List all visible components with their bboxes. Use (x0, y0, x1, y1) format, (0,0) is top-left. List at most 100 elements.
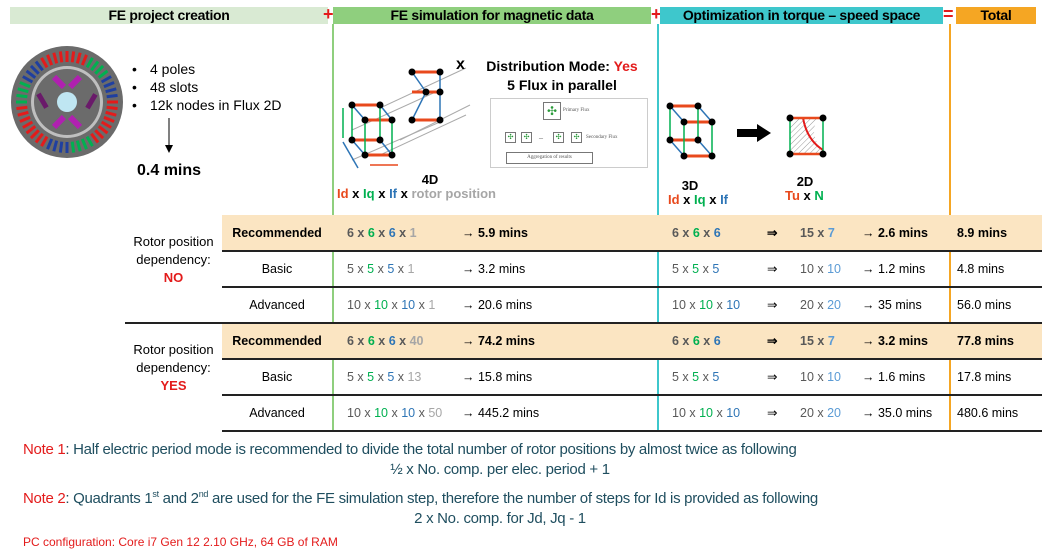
token: 20 (827, 298, 842, 312)
token: x (813, 406, 828, 420)
distribution-mode-value: Yes (613, 58, 638, 74)
table-row: Advanced 10 x 10 x 10 x 50 → 445.2 mins 10 … (222, 395, 1042, 431)
2d-label: 2D (796, 174, 814, 189)
group-label-text: Rotor position dependency: (133, 234, 214, 267)
token: 6 (347, 334, 354, 348)
token: 20 (800, 406, 814, 420)
secondary-flux-box: ✣ (553, 132, 564, 143)
token: 15 (800, 334, 814, 348)
token: 10 (672, 406, 686, 420)
4d-grid-diagram (342, 67, 471, 169)
token: 7 (827, 334, 835, 348)
token: 6 (692, 334, 700, 348)
sim-grid-size: 6 x 6 x 6 x 1 (347, 215, 417, 251)
token: x (813, 298, 828, 312)
token: 5 (672, 370, 679, 384)
token: x (699, 262, 713, 276)
total-time: 480.6 mins (957, 406, 1019, 420)
group-divider (125, 322, 1042, 324)
token: x (394, 370, 408, 384)
token: x (388, 298, 402, 312)
token: x (374, 262, 388, 276)
token: x (678, 334, 693, 348)
token: x (678, 226, 693, 240)
2d-dimensions: Tu x N (785, 188, 824, 203)
opt-grid-size: 6 x 6 x 6 (672, 215, 721, 251)
sim-grid-size: 5 x 5 x 5 x 1 (347, 251, 414, 287)
table-row: Advanced 10 x 10 x 10 x 1 → 20.6 mins 10 x … (222, 287, 1042, 323)
opt-grid-size: 5 x 5 x 5 (672, 359, 719, 395)
total-time: 56.0 mins (957, 298, 1012, 312)
token: rotor position (411, 186, 496, 201)
token: If (720, 192, 729, 207)
group-flag: NO (163, 270, 184, 285)
note-2: Note 2: Quadrants 1st and 2nd are used f… (0, 489, 1059, 507)
down-arrow-icon (165, 118, 173, 153)
opt-2d-size: 20 x 20 (800, 287, 841, 323)
spec-text: 12k nodes in Flux 2D (150, 97, 282, 113)
token: x (395, 334, 410, 348)
total-time: 77.8 mins (957, 334, 1014, 348)
table-row: Recommended 6 x 6 x 6 x 1 → 5.9 mins 6 x 6 … (222, 215, 1042, 251)
primary-flux-label: Primary Flux (563, 108, 590, 113)
secondary-flux-dash: – (539, 133, 543, 142)
token: 10 (827, 370, 842, 384)
token: x (678, 262, 693, 276)
implies-symbol: ⇒ (767, 298, 778, 312)
row-mode-label: Basic (261, 262, 293, 276)
token: Iq (694, 192, 706, 207)
sim-time: → 5.9 mins (462, 226, 528, 240)
group-label-text: Rotor position dependency: (133, 342, 214, 375)
note-1-label: Note 1 (23, 441, 66, 458)
secondary-flux-label: Secondary Flux (586, 135, 618, 140)
note-2-sup: st (152, 489, 159, 499)
token: x (415, 406, 429, 420)
opt-2d-size: 15 x 7 (800, 215, 835, 251)
row-divider (222, 430, 1042, 432)
table-row: Basic 5 x 5 x 5 x 1 → 3.2 mins 5 x 5 x 5 ⇒ 10… (222, 251, 1042, 287)
token: x (353, 226, 368, 240)
note-2-sup: nd (198, 489, 209, 499)
opt-2d-size: 10 x 10 (800, 251, 841, 287)
token: 10 (726, 406, 741, 420)
token: 10 (347, 298, 361, 312)
token: x (699, 370, 713, 384)
token: x (374, 186, 390, 201)
table-row: Recommended 6 x 6 x 6 x 40 → 74.2 mins 6 x … (222, 323, 1042, 359)
distribution-mode: Distribution Mode: Yes (474, 58, 650, 74)
2d-region-diagram (786, 114, 827, 158)
implies-symbol: ⇒ (767, 406, 778, 420)
token: Id (337, 186, 349, 201)
token: 6 (713, 226, 721, 240)
token: x (374, 370, 388, 384)
row-mode-label: Advanced (249, 298, 305, 312)
token: x (813, 370, 828, 384)
row-divider (222, 394, 1042, 396)
token: 5 (347, 370, 354, 384)
token: 6 (388, 226, 396, 240)
pc-configuration: PC configuration: Core i7 Gen 12 2.10 GH… (23, 535, 338, 549)
opt-grid-size: 5 x 5 x 5 (672, 251, 719, 287)
token: 5 (367, 262, 375, 276)
token: 10 (699, 406, 714, 420)
token: x (813, 262, 828, 276)
token: x (699, 334, 714, 348)
token: Iq (363, 186, 375, 201)
sim-grid-size: 10 x 10 x 10 x 1 (347, 287, 435, 323)
motor-specs-list: 4 poles 48 slots 12k nodes in Flux 2D (132, 60, 282, 114)
distribution-mode-label: Distribution Mode: (486, 58, 614, 74)
opt-time: → 3.2 mins (862, 334, 928, 348)
token: x (799, 188, 815, 203)
sim-time: → 15.8 mins (462, 370, 533, 384)
note-1-text: : Half electric period mode is recommend… (65, 441, 797, 458)
opt-2d-size: 20 x 20 (800, 395, 841, 431)
token: 5 (387, 370, 395, 384)
token: 5 (347, 262, 354, 276)
token: x (813, 334, 828, 348)
row-mode-label: Basic (261, 370, 293, 384)
secondary-flux-box: ✣ (571, 132, 582, 143)
token: 6 (388, 334, 396, 348)
token: 6 (692, 226, 700, 240)
token: 5 (367, 370, 375, 384)
sim-grid-size: 6 x 6 x 6 x 40 (347, 323, 423, 359)
